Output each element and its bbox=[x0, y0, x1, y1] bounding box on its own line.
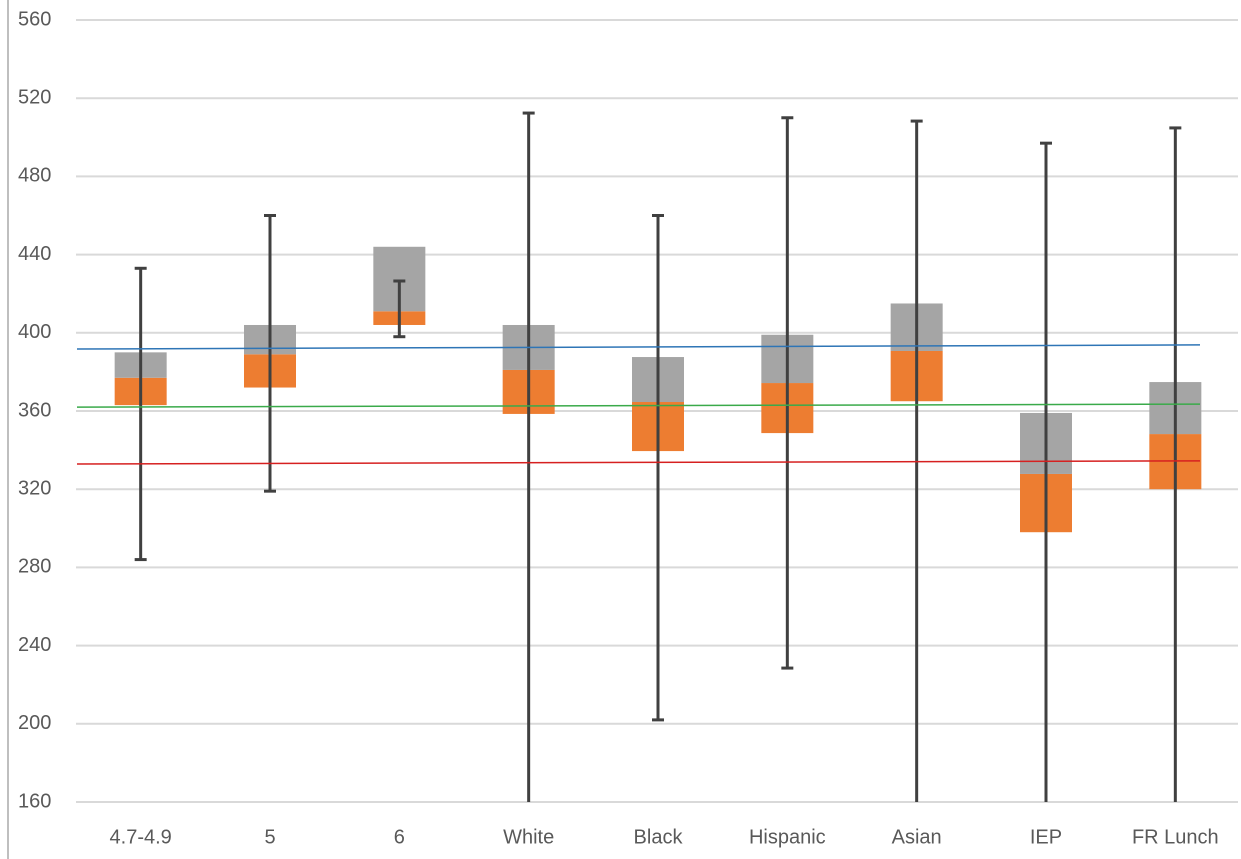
x-tick-label: 5 bbox=[264, 826, 275, 848]
y-tick-label: 400 bbox=[18, 321, 51, 343]
y-tick-label: 360 bbox=[18, 399, 51, 421]
x-tick-label: 6 bbox=[394, 826, 405, 848]
y-tick-label: 480 bbox=[18, 165, 51, 187]
y-tick-label: 160 bbox=[18, 790, 51, 812]
y-tick-label: 320 bbox=[18, 477, 51, 499]
y-tick-label: 520 bbox=[18, 86, 51, 108]
x-tick-label: IEP bbox=[1030, 826, 1062, 848]
y-tick-label: 280 bbox=[18, 556, 51, 578]
x-tick-label: Black bbox=[634, 826, 684, 848]
reference-line bbox=[76, 460, 1201, 465]
x-tick-label: Asian bbox=[892, 826, 942, 848]
y-tick-label: 240 bbox=[18, 634, 51, 656]
y-tick-label: 560 bbox=[18, 8, 51, 30]
y-tick-label: 200 bbox=[18, 712, 51, 734]
reference-line bbox=[76, 344, 1201, 350]
x-tick-label: 4.7-4.9 bbox=[110, 826, 172, 848]
x-tick-label: White bbox=[503, 826, 554, 848]
x-tick-label: Hispanic bbox=[749, 826, 826, 848]
x-tick-label: FR Lunch bbox=[1132, 826, 1219, 848]
reference-line bbox=[76, 403, 1201, 408]
y-tick-label: 440 bbox=[18, 243, 51, 265]
